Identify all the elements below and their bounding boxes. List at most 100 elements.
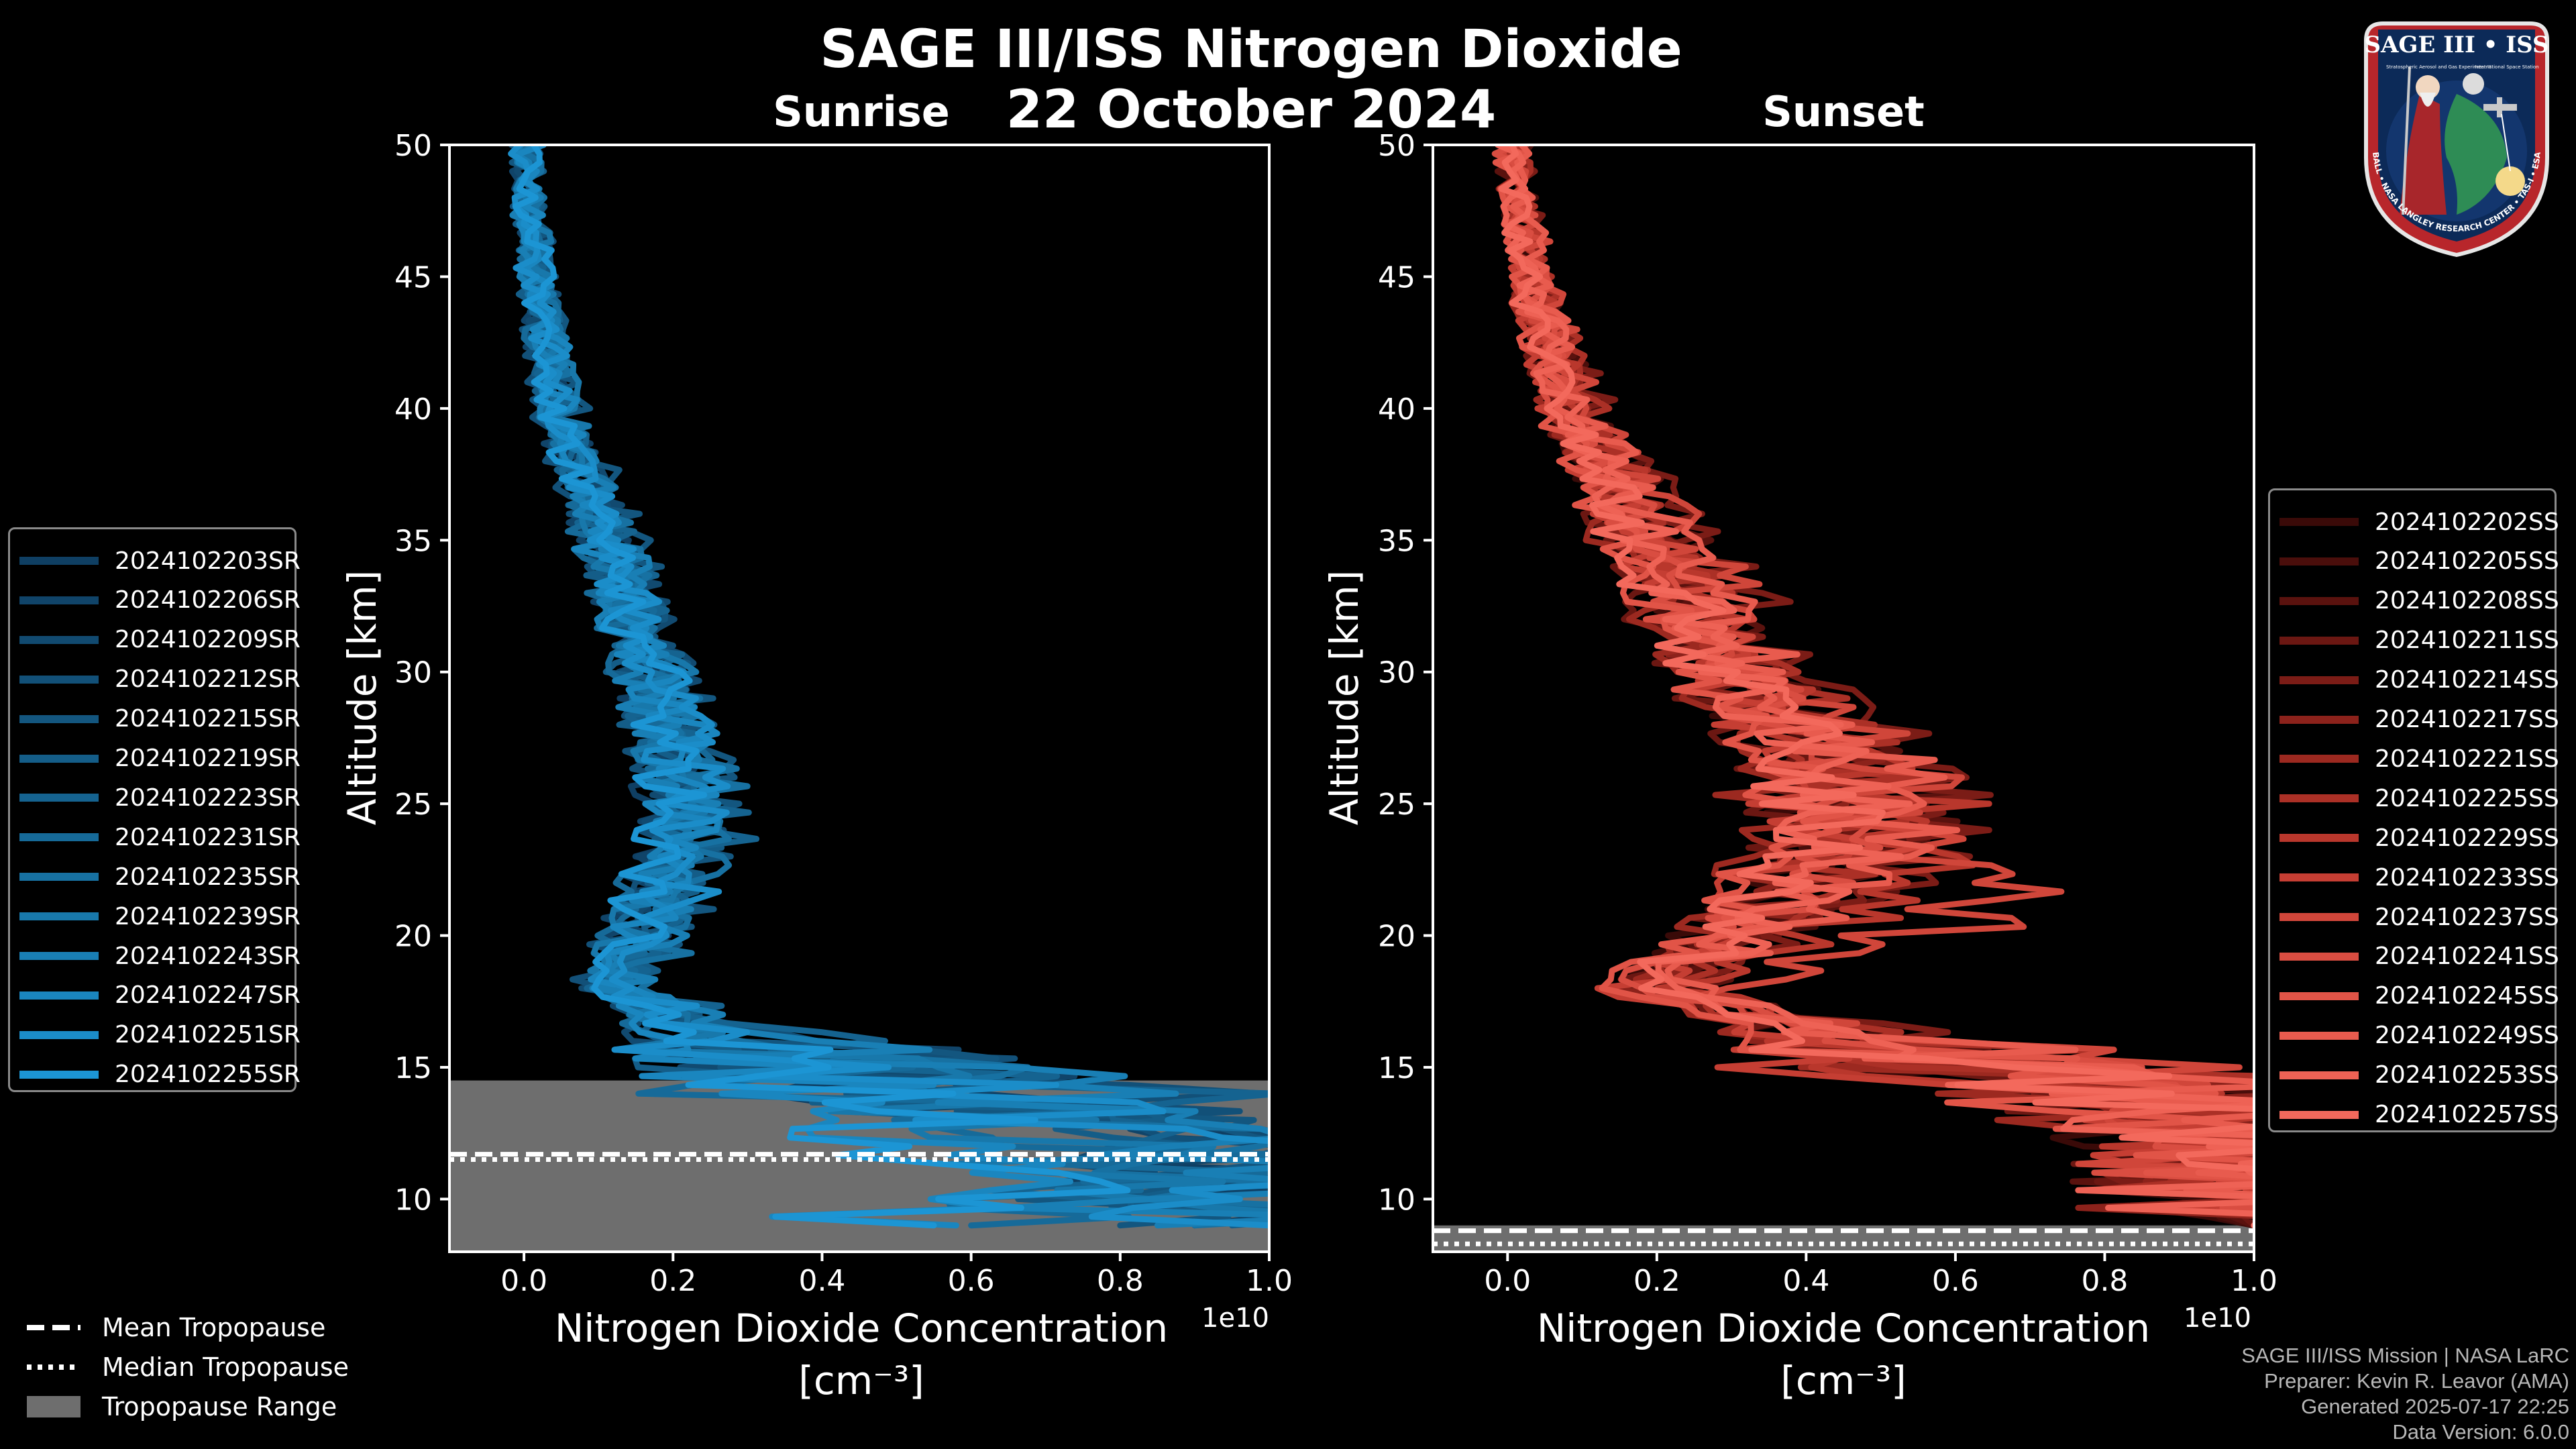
sunset-y-tick-label: 10 bbox=[1378, 1183, 1415, 1217]
sunrise-y-tick-label: 45 bbox=[394, 260, 432, 294]
sunset-legend-label: 2024102257SS bbox=[2375, 1101, 2559, 1128]
sunset-legend-label: 2024102237SS bbox=[2375, 903, 2559, 931]
sunrise-plot-frame bbox=[448, 144, 1271, 1253]
sunset-legend-label: 2024102253SS bbox=[2375, 1061, 2559, 1089]
sunset-y-tick-label: 45 bbox=[1378, 260, 1415, 294]
sunrise-legend-swatch bbox=[19, 635, 99, 644]
sunset-legend: 2024102202SS 2024102205SS 2024102208SS 2024… bbox=[2268, 488, 2559, 1134]
sunset-legend-swatch bbox=[2279, 715, 2359, 724]
sunrise-legend-label: 2024102231SR bbox=[115, 823, 301, 851]
sunset-legend-label: 2024102245SS bbox=[2375, 982, 2559, 1010]
sunset-y-tick-label: 30 bbox=[1378, 656, 1415, 690]
sunrise-y-tick-label: 40 bbox=[394, 392, 432, 427]
sunset-legend-label: 2024102214SS bbox=[2375, 666, 2559, 694]
sunrise-legend-swatch bbox=[19, 912, 99, 921]
sunrise-legend-label: 2024102203SR bbox=[115, 547, 301, 575]
sunrise-legend-swatch bbox=[19, 596, 99, 604]
sunset-y-tick-label: 20 bbox=[1378, 920, 1415, 954]
sunset-legend-item: 2024102217SS bbox=[2279, 700, 2559, 739]
sunrise-legend-item: 2024102247SR bbox=[19, 976, 301, 1015]
sunrise-legend-item: 2024102239SR bbox=[19, 897, 301, 936]
sunrise-legend-label: 2024102255SR bbox=[115, 1061, 301, 1089]
sunset-x-tick-label: 0.8 bbox=[2081, 1264, 2128, 1298]
sunrise-legend-label: 2024102206SR bbox=[115, 586, 301, 614]
sunrise-legend-label: 2024102239SR bbox=[115, 902, 301, 930]
sunrise-x-tick-label: 0.2 bbox=[649, 1264, 696, 1298]
sunset-x-tick-label: 0.6 bbox=[1932, 1264, 1979, 1298]
sunrise-x-scale-label: 1e10 bbox=[1201, 1303, 1269, 1334]
sunset-legend-label: 2024102225SS bbox=[2375, 784, 2559, 812]
sunset-legend-label: 2024102205SS bbox=[2375, 547, 2559, 576]
sunset-legend-item: 2024102211SS bbox=[2279, 621, 2559, 660]
sunrise-x-tick-label: 0.4 bbox=[798, 1264, 845, 1298]
sunrise-legend-swatch bbox=[19, 675, 99, 684]
sunrise-legend-item: 2024102219SR bbox=[19, 739, 301, 778]
tropopause-range-label: Tropopause Range bbox=[101, 1392, 337, 1421]
sunset-legend-swatch bbox=[2279, 873, 2359, 882]
sunset-legend-swatch bbox=[2279, 991, 2359, 1000]
sunset-plot: 0.0 0.2 0.4 0.6 0.8 1.0 10 15 20 25 30 35 40 45 50 bbox=[1378, 129, 2277, 1298]
sunset-legend-swatch bbox=[2279, 794, 2359, 803]
sunrise-y-tick-label: 10 bbox=[394, 1183, 432, 1217]
footer-preparer: Preparer: Kevin R. Leavor (AMA) bbox=[2264, 1369, 2569, 1393]
sunset-legend-item: 2024102205SS bbox=[2279, 542, 2559, 581]
sunset-x-tick-label: 1.0 bbox=[2231, 1264, 2277, 1298]
sunset-legend-swatch bbox=[2279, 636, 2359, 645]
sunset-plot-frame bbox=[1432, 144, 2255, 1253]
sunrise-x-tick-label: 0.8 bbox=[1097, 1264, 1144, 1298]
sunrise-panel-title: Sunrise bbox=[773, 87, 950, 136]
sunset-legend-item: 2024102221SS bbox=[2279, 739, 2559, 778]
logo-subtext-right: International Space Station bbox=[2475, 64, 2538, 70]
sunrise-legend-item: 2024102255SR bbox=[19, 1055, 301, 1094]
sunrise-legend-label: 2024102219SR bbox=[115, 745, 301, 772]
sunrise-x-axis-label: Nitrogen Dioxide Concentration bbox=[555, 1305, 1168, 1351]
sunset-legend-label: 2024102249SS bbox=[2375, 1022, 2559, 1050]
sunrise-legend-label: 2024102223SR bbox=[115, 784, 301, 812]
sunset-legend-label: 2024102241SS bbox=[2375, 943, 2559, 971]
footer-mission: SAGE III/ISS Mission | NASA LaRC bbox=[2241, 1344, 2569, 1367]
sage-iii-iss-mission-logo: SAGE III • ISS Stratospheric Aerosol and… bbox=[2364, 21, 2549, 258]
sunrise-plot: 0.0 0.2 0.4 0.6 0.8 1.0 10 15 20 25 30 35 40 45 50 bbox=[394, 129, 1293, 1298]
sunrise-legend-swatch bbox=[19, 714, 99, 723]
sunset-legend-swatch bbox=[2279, 755, 2359, 763]
sunrise-legend-item: 2024102223SR bbox=[19, 778, 301, 817]
sunrise-legend-swatch bbox=[19, 794, 99, 802]
earth-icon bbox=[2445, 94, 2507, 215]
sunset-y-tick-label: 25 bbox=[1378, 788, 1415, 822]
median-tropopause-label: Median Tropopause bbox=[102, 1352, 349, 1382]
mean-tropopause-label: Mean Tropopause bbox=[102, 1313, 325, 1342]
sunset-legend-item: 2024102253SS bbox=[2279, 1056, 2559, 1095]
sunset-legend-item: 2024102257SS bbox=[2279, 1095, 2559, 1134]
figure-date: 22 October 2024 bbox=[1006, 80, 1497, 140]
sunrise-x-tick-label: 1.0 bbox=[1246, 1264, 1293, 1298]
sunset-legend-swatch bbox=[2279, 1031, 2359, 1040]
sunrise-legend-label: 2024102209SR bbox=[115, 626, 301, 654]
astronomer-figure-icon bbox=[2400, 94, 2447, 215]
sunrise-legend-item: 2024102251SR bbox=[19, 1016, 301, 1055]
tropopause-legend: Mean Tropopause Median Tropopause Tropop… bbox=[27, 1313, 349, 1421]
sunrise-x-tick-label: 0.0 bbox=[500, 1264, 547, 1298]
sunset-legend-item: 2024102233SS bbox=[2279, 858, 2559, 897]
sunset-legend-swatch bbox=[2279, 676, 2359, 684]
sunset-axes: 0.0 0.2 0.4 0.6 0.8 1.0 10 15 20 25 30 35 40 45 50 bbox=[1378, 129, 2277, 1298]
sunset-legend-label: 2024102217SS bbox=[2375, 706, 2559, 733]
sunset-x-scale-label: 1e10 bbox=[2184, 1303, 2251, 1334]
sunrise-legend-item: 2024102235SR bbox=[19, 857, 301, 896]
sunrise-legend: 2024102203SR 2024102206SR 2024102209SR 2024… bbox=[8, 527, 301, 1092]
sunrise-legend-swatch bbox=[19, 873, 99, 881]
sunrise-axes: 0.0 0.2 0.4 0.6 0.8 1.0 10 15 20 25 30 35 40 45 50 bbox=[394, 129, 1293, 1298]
sunrise-legend-item: 2024102203SR bbox=[19, 541, 301, 580]
sunrise-legend-item: 2024102209SR bbox=[19, 621, 301, 659]
sunset-traces bbox=[1433, 145, 2254, 1252]
logo-title: SAGE III • ISS bbox=[2364, 32, 2548, 58]
sun-icon bbox=[2496, 166, 2525, 196]
sunset-legend-item: 2024102237SS bbox=[2279, 898, 2559, 936]
sunset-x-axis-label: Nitrogen Dioxide Concentration bbox=[1537, 1305, 2150, 1351]
sunset-trace-2024102253SS bbox=[1495, 145, 2254, 1229]
sunset-trace-2024102257SS bbox=[1498, 145, 2254, 1229]
sunset-trace-2024102245SS bbox=[1492, 145, 2254, 1229]
sunrise-y-tick-label: 30 bbox=[394, 656, 432, 690]
sunrise-legend-item: 2024102212SR bbox=[19, 660, 301, 699]
sunset-x-tick-label: 0.2 bbox=[1633, 1264, 1680, 1298]
